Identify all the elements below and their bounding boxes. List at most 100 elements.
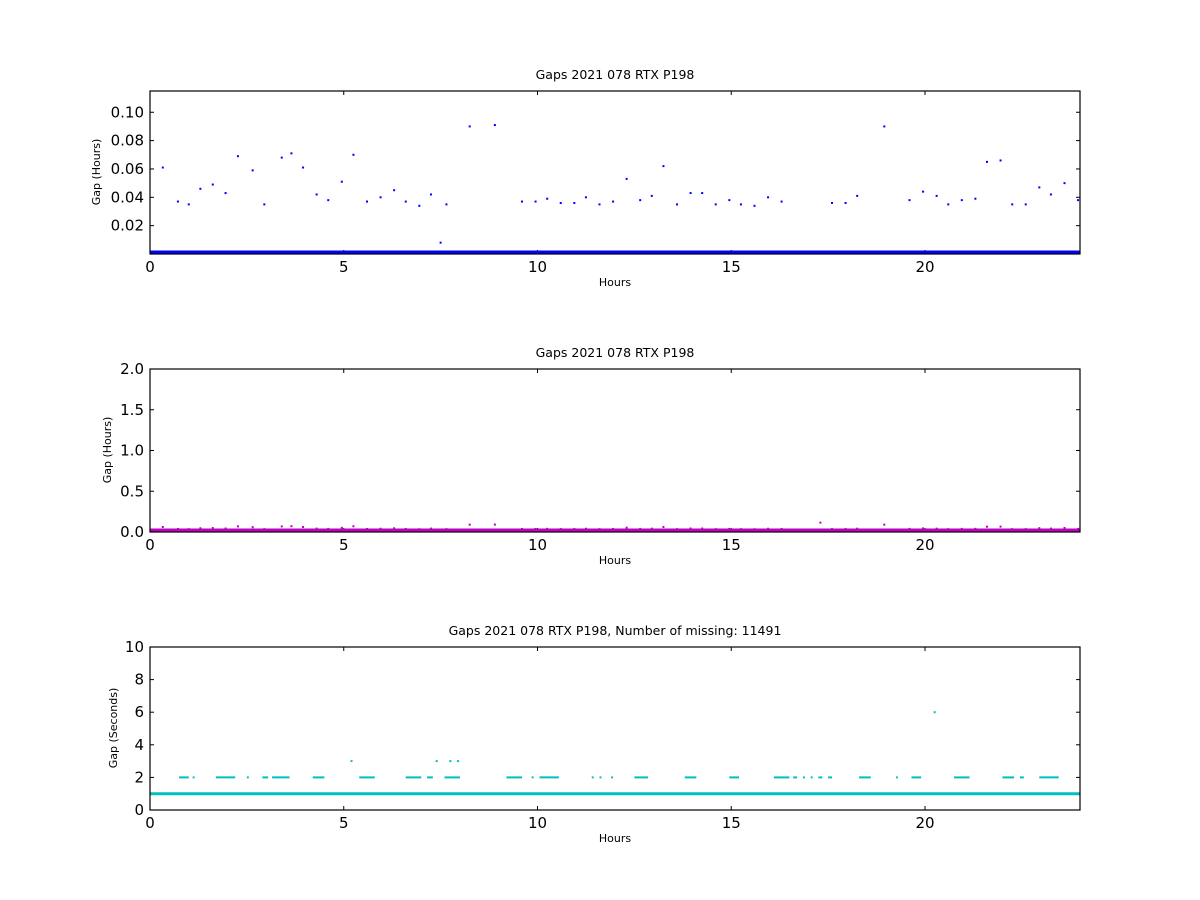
data-point: [753, 528, 756, 531]
subplot-3-title: Gaps 2021 078 RTX P198, Number of missin…: [449, 623, 782, 638]
data-point: [1024, 528, 1027, 531]
subplot-1-title: Gaps 2021 078 RTX P198: [536, 67, 695, 82]
data-point: [290, 152, 293, 155]
subplot-3: Gaps 2021 078 RTX P198, Number of missin…: [107, 623, 1081, 845]
data-point: [236, 525, 239, 528]
data-point: [999, 525, 1002, 528]
y-tick-label: 8: [134, 671, 144, 689]
data-point: [280, 156, 283, 159]
data-point: [612, 527, 615, 530]
data-point: [393, 527, 396, 530]
data-point: [521, 527, 523, 530]
data-point: [521, 200, 523, 203]
x-tick-label: 15: [722, 536, 741, 554]
y-tick-label: 0.10: [111, 103, 144, 121]
y-tick-label: 10: [125, 638, 144, 656]
y-tick-label: 6: [134, 703, 144, 721]
data-point: [366, 200, 368, 203]
data-point: [418, 204, 421, 207]
subplot-3-ticks: 0 5 10 15 20 0 2 4 6 8 10: [125, 638, 1080, 832]
data-point: [302, 526, 305, 529]
data-point: [831, 528, 833, 531]
data-point: [883, 125, 886, 128]
data-point: [404, 527, 407, 530]
data-point: [999, 159, 1002, 162]
x-tick-label: 10: [528, 536, 547, 554]
subplot-1-ticks: 0 5 10 15 20 0.02 0.04 0.06 0.08 0.10: [111, 91, 1080, 276]
data-point: [290, 525, 293, 528]
data-point: [263, 528, 266, 531]
data-point: [1077, 527, 1080, 530]
data-point: [1077, 199, 1080, 202]
data-point: [883, 523, 886, 526]
data-point: [714, 528, 717, 531]
subplot-3-xlabel: Hours: [599, 832, 631, 845]
data-point: [263, 203, 266, 206]
data-point: [366, 527, 368, 530]
subplot-3-frame: [149, 646, 1081, 811]
data-point: [280, 525, 283, 528]
data-point: [315, 527, 318, 530]
subplot-2-frame: [149, 368, 1081, 533]
data-point: [753, 204, 756, 207]
data-point: [251, 169, 254, 172]
x-tick-label: 0: [145, 536, 155, 554]
data-point: [767, 196, 770, 199]
data-point: [625, 177, 628, 180]
x-tick-label: 10: [528, 814, 547, 832]
data-point: [161, 526, 164, 529]
data-point: [933, 711, 936, 714]
data-point: [1049, 527, 1052, 530]
data-point: [559, 201, 562, 204]
data-point: [199, 527, 202, 530]
data-point: [584, 196, 587, 199]
data-point: [546, 197, 549, 200]
data-point: [1038, 527, 1041, 530]
data-point: [429, 193, 432, 196]
data-point: [598, 203, 601, 206]
data-point: [573, 528, 576, 531]
data-point: [974, 527, 977, 530]
data-point: [986, 525, 988, 528]
y-tick-label: 1.5: [120, 401, 144, 419]
data-point: [625, 526, 628, 529]
data-point: [352, 153, 355, 156]
data-point: [1049, 193, 1052, 196]
x-tick-label: 5: [339, 814, 349, 832]
data-point: [844, 528, 847, 531]
x-tick-label: 15: [722, 258, 741, 276]
data-point: [714, 203, 717, 206]
data-point: [676, 203, 678, 206]
data-point: [908, 527, 911, 530]
data-point: [534, 527, 537, 530]
data-point: [935, 194, 938, 197]
data-point: [350, 760, 353, 763]
x-tick-label: 10: [528, 258, 547, 276]
data-point: [534, 200, 537, 203]
data-point: [856, 194, 859, 197]
y-tick-label: 0.04: [111, 188, 144, 206]
data-point: [379, 527, 382, 530]
data-point: [1011, 528, 1014, 531]
data-point: [449, 760, 452, 763]
x-tick-label: 15: [722, 814, 741, 832]
data-point: [1063, 526, 1066, 529]
data-point: [224, 527, 227, 530]
data-point: [393, 189, 396, 192]
x-tick-label: 20: [915, 258, 934, 276]
data-point: [935, 527, 938, 530]
data-point: [493, 124, 496, 127]
x-tick-label: 0: [145, 258, 155, 276]
data-point: [418, 528, 421, 531]
data-point: [327, 199, 330, 202]
data-point: [224, 192, 227, 195]
subplot-3-ylabel: Gap (Seconds): [107, 688, 120, 769]
x-tick-label: 5: [339, 258, 349, 276]
data-point: [315, 193, 318, 196]
subplot-1-frame: [149, 90, 1081, 255]
y-tick-label: 0.06: [111, 160, 144, 178]
data-point: [457, 760, 460, 763]
subplot-2-title: Gaps 2021 078 RTX P198: [536, 345, 695, 360]
y-tick-label: 0.08: [111, 132, 144, 150]
